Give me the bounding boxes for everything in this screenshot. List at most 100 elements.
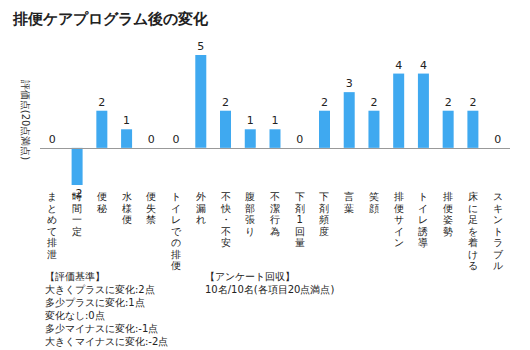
- svg-text:一: 一: [72, 214, 82, 225]
- svg-text:0: 0: [148, 133, 155, 146]
- svg-text:潔: 潔: [270, 203, 280, 214]
- svg-text:-2: -2: [72, 187, 83, 200]
- svg-text:1: 1: [247, 114, 254, 127]
- svg-text:0: 0: [173, 133, 180, 146]
- svg-text:れ: れ: [196, 214, 206, 225]
- svg-text:多少プラスに変化:1点: 多少プラスに変化:1点: [45, 297, 145, 308]
- svg-text:着: 着: [468, 237, 478, 248]
- svg-text:【評価基準】: 【評価基準】: [45, 271, 105, 282]
- svg-text:大きくプラスに変化:2点: 大きくプラスに変化:2点: [45, 284, 155, 295]
- svg-text:導: 導: [418, 237, 428, 248]
- svg-text:漏: 漏: [196, 203, 206, 214]
- svg-text:ト: ト: [171, 191, 181, 202]
- svg-text:回: 回: [295, 226, 305, 237]
- svg-text:サ: サ: [394, 214, 404, 225]
- svg-text:水: 水: [122, 191, 132, 202]
- svg-text:ブ: ブ: [493, 249, 504, 260]
- svg-text:ル: ル: [493, 260, 503, 271]
- svg-text:と: と: [47, 203, 57, 214]
- svg-text:り: り: [245, 226, 255, 237]
- svg-text:言: 言: [344, 191, 354, 202]
- svg-text:て: て: [47, 226, 57, 237]
- svg-text:排: 排: [394, 191, 404, 202]
- svg-text:に: に: [468, 203, 478, 214]
- svg-text:イ: イ: [171, 203, 181, 214]
- svg-text:部: 部: [245, 203, 255, 214]
- svg-text:便: 便: [443, 203, 453, 214]
- svg-text:便: 便: [171, 260, 181, 271]
- svg-text:0: 0: [49, 133, 56, 146]
- svg-text:剤: 剤: [295, 203, 305, 214]
- svg-text:2: 2: [222, 96, 229, 109]
- svg-text:2: 2: [321, 96, 328, 109]
- svg-text:ま: ま: [47, 191, 57, 202]
- svg-text:頻: 頻: [319, 214, 329, 225]
- svg-text:0: 0: [494, 133, 501, 146]
- svg-text:1: 1: [123, 114, 130, 127]
- svg-text:排便ケアプログラム後の変化: 排便ケアプログラム後の変化: [12, 10, 209, 28]
- svg-text:イ: イ: [418, 203, 428, 214]
- svg-text:快: 快: [220, 203, 231, 214]
- svg-text:排: 排: [47, 237, 57, 248]
- svg-text:便: 便: [146, 191, 156, 202]
- svg-text:レ: レ: [171, 214, 181, 225]
- svg-text:定: 定: [72, 226, 82, 237]
- svg-text:不: 不: [221, 226, 231, 237]
- svg-text:レ: レ: [418, 214, 428, 225]
- svg-text:【アンケート回収】: 【アンケート回収】: [205, 271, 295, 282]
- svg-text:安: 安: [221, 237, 231, 248]
- svg-text:不: 不: [221, 191, 231, 202]
- svg-text:笑: 笑: [369, 191, 379, 202]
- svg-text:多少マイナスに変化:-1点: 多少マイナスに変化:-1点: [45, 323, 158, 334]
- svg-text:張: 張: [245, 214, 255, 225]
- svg-text:1: 1: [297, 214, 303, 225]
- svg-text:不: 不: [270, 191, 280, 202]
- svg-text:2: 2: [98, 96, 105, 109]
- svg-text:10名/10名(各項目20点満点): 10名/10名(各項目20点満点): [205, 284, 334, 295]
- svg-text:4: 4: [420, 59, 427, 72]
- svg-text:為: 為: [270, 226, 280, 237]
- svg-text:ラ: ラ: [493, 237, 503, 248]
- svg-text:泄: 泄: [47, 249, 57, 260]
- svg-text:け: け: [468, 249, 478, 260]
- svg-text:便: 便: [122, 214, 132, 225]
- svg-text:顔: 顔: [369, 203, 379, 214]
- svg-text:下: 下: [319, 191, 329, 202]
- svg-text:姿: 姿: [443, 214, 453, 225]
- svg-text:様: 様: [122, 203, 132, 214]
- svg-text:腹: 腹: [245, 191, 255, 202]
- svg-text:秘: 秘: [97, 203, 107, 214]
- svg-text:便: 便: [97, 191, 107, 202]
- svg-text:イ: イ: [394, 226, 404, 237]
- svg-text:勢: 勢: [443, 226, 453, 237]
- svg-text:5: 5: [197, 40, 204, 53]
- svg-text:排: 排: [443, 191, 453, 202]
- svg-text:0: 0: [296, 133, 303, 146]
- svg-text:・: ・: [221, 214, 231, 225]
- svg-text:を: を: [468, 226, 478, 237]
- svg-text:ス: ス: [493, 191, 503, 202]
- svg-text:禁: 禁: [146, 214, 156, 225]
- svg-text:3: 3: [346, 77, 353, 90]
- svg-text:ン: ン: [493, 214, 503, 225]
- svg-text:2: 2: [469, 96, 476, 109]
- svg-text:便: 便: [394, 203, 404, 214]
- svg-text:外: 外: [196, 191, 206, 202]
- svg-text:4: 4: [395, 59, 402, 72]
- svg-text:足: 足: [468, 214, 478, 225]
- svg-text:で: で: [171, 226, 182, 237]
- svg-text:度: 度: [319, 226, 329, 237]
- svg-text:下: 下: [295, 191, 305, 202]
- svg-text:1: 1: [272, 114, 279, 127]
- svg-text:の: の: [171, 237, 181, 248]
- svg-text:変化なし:0点: 変化なし:0点: [45, 310, 105, 321]
- svg-text:行: 行: [270, 214, 280, 225]
- svg-text:排: 排: [171, 249, 181, 260]
- svg-text:め: め: [47, 214, 57, 225]
- svg-text:る: る: [468, 260, 478, 271]
- svg-text:評価点(20点満点): 評価点(20点満点): [20, 80, 31, 161]
- svg-text:葉: 葉: [344, 203, 354, 214]
- svg-text:誘: 誘: [418, 226, 428, 237]
- svg-text:床: 床: [468, 191, 478, 202]
- svg-text:量: 量: [295, 237, 305, 248]
